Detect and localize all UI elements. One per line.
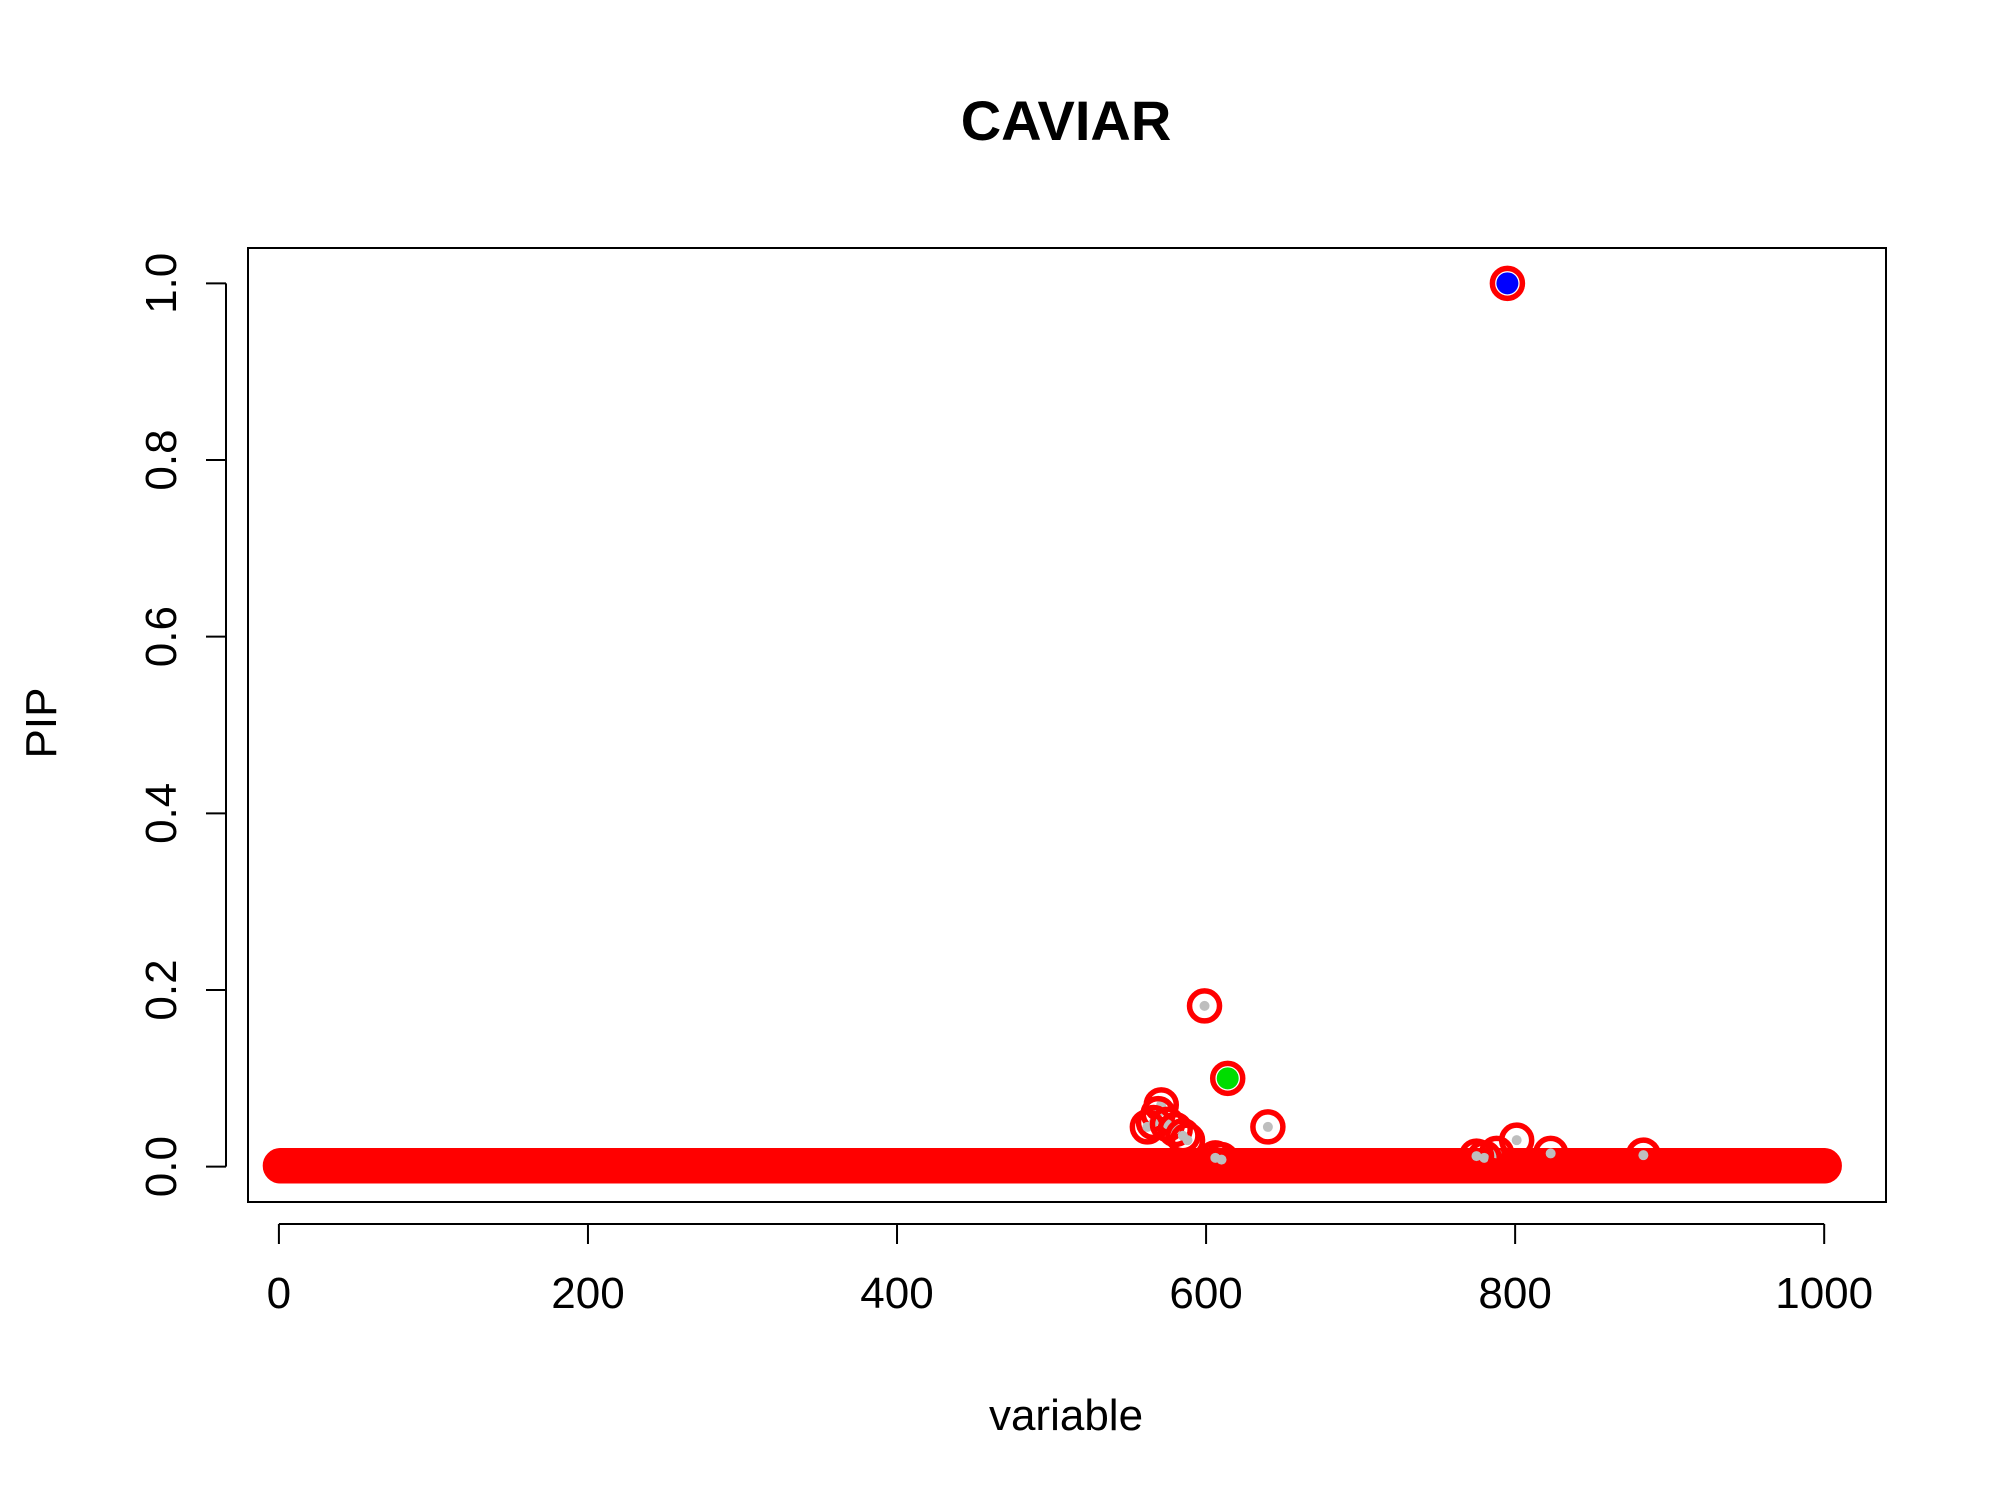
plot-frame xyxy=(247,247,1887,1203)
x-tick-label: 1000 xyxy=(1775,1269,1873,1318)
x-tick-label: 800 xyxy=(1478,1269,1551,1318)
point-fill xyxy=(1471,1151,1482,1162)
y-tick-label: 1.0 xyxy=(137,253,186,314)
chart-title: CAVIAR xyxy=(961,89,1172,152)
y-tick-label: 0.6 xyxy=(137,606,186,667)
data-point xyxy=(1169,1122,1206,1158)
data-points xyxy=(262,265,1842,1184)
point-fill xyxy=(1638,1150,1649,1161)
point-fill xyxy=(1216,1154,1227,1165)
x-tick-label: 600 xyxy=(1169,1269,1242,1318)
data-point xyxy=(1489,265,1526,302)
y-tick-label: 0.4 xyxy=(137,783,186,844)
data-point xyxy=(1806,1148,1842,1184)
data-point xyxy=(1458,1138,1495,1174)
y-tick-label: 0.2 xyxy=(137,959,186,1020)
data-point xyxy=(1209,1060,1246,1097)
y-axis: 0.0 0.2 0.4 0.6 0.8 1.0 xyxy=(137,253,227,1197)
x-tick-label: 200 xyxy=(551,1269,624,1318)
causal-point-fill xyxy=(1216,1067,1239,1090)
data-point xyxy=(1532,1135,1569,1172)
data-point xyxy=(1165,1118,1201,1154)
data-point xyxy=(1625,1137,1662,1173)
point-fill xyxy=(1511,1135,1522,1146)
x-axis: 0 200 400 600 800 1000 xyxy=(267,1223,1873,1318)
x-tick-label: 0 xyxy=(267,1269,291,1318)
data-point xyxy=(1186,988,1223,1024)
y-axis-label: PIP xyxy=(17,688,66,759)
causal-point-fill xyxy=(1496,272,1519,295)
x-axis-label: variable xyxy=(989,1391,1143,1440)
point-fill xyxy=(1262,1121,1273,1132)
point-fill xyxy=(1199,1000,1210,1011)
point-fill xyxy=(1545,1148,1556,1159)
data-point xyxy=(1250,1109,1286,1145)
point-fill xyxy=(1479,1152,1490,1163)
y-tick-label: 0.8 xyxy=(137,429,186,490)
x-tick-label: 400 xyxy=(860,1269,933,1318)
y-tick-label: 0.0 xyxy=(137,1136,186,1197)
point-fill xyxy=(1182,1135,1193,1146)
data-point xyxy=(1203,1141,1240,1178)
